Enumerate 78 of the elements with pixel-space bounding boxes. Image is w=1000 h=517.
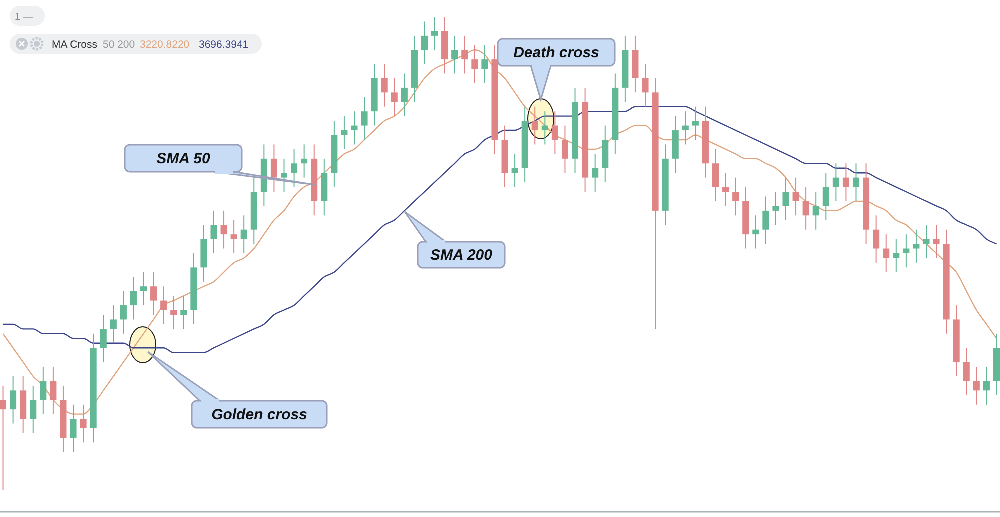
- candlestick: [291, 148, 298, 188]
- candlestick: [70, 404, 77, 453]
- candlestick: [341, 116, 348, 150]
- candlestick: [180, 296, 188, 330]
- candlestick: [532, 106, 538, 146]
- candlestick: [401, 73, 408, 117]
- candlestick: [160, 286, 168, 325]
- candlestick: [913, 229, 920, 264]
- candlestick: [130, 276, 137, 320]
- candlestick: [552, 111, 558, 155]
- candlestick: [110, 305, 117, 344]
- candlestick: [80, 404, 87, 444]
- candlestick: [40, 366, 47, 415]
- candlestick: [301, 144, 308, 178]
- candlestick: [220, 210, 228, 250]
- candlestick: [361, 96, 368, 140]
- candlestick: [120, 290, 127, 334]
- text: SMA 200: [430, 247, 494, 264]
- candlestick: [542, 111, 548, 146]
- annotation: MA Cross: [52, 39, 98, 51]
- candlestick: [381, 64, 388, 108]
- candlestick: [592, 154, 599, 193]
- candlestick: [270, 144, 278, 193]
- candlestick: [852, 163, 860, 202]
- text: SMA 50: [156, 150, 211, 168]
- candlestick: [883, 234, 890, 273]
- candlestick: [842, 163, 850, 202]
- candlestick: [280, 158, 288, 193]
- candlestick: [432, 16, 438, 51]
- candlestick: [562, 125, 568, 174]
- candlestick: [762, 196, 770, 245]
- candlestick: [802, 186, 810, 230]
- candlestick: [893, 238, 900, 273]
- candlestick: [682, 111, 689, 146]
- candlestick: [712, 148, 720, 202]
- candlestick: [230, 220, 238, 254]
- candlestick: [30, 385, 37, 434]
- candlestick: [240, 215, 248, 254]
- candlestick: [832, 163, 840, 202]
- candlestick: [140, 272, 148, 306]
- candlestick: [963, 348, 970, 396]
- annotation: Death cross: [514, 44, 600, 62]
- candlestick: [351, 111, 358, 146]
- candlestick: [732, 177, 740, 216]
- candlestick: [692, 106, 699, 140]
- candlestick: [0, 385, 7, 490]
- annotation: 3696.3941: [199, 39, 249, 51]
- candlestick: [903, 234, 910, 268]
- annotation: 50 200: [103, 39, 136, 51]
- candlestick: [150, 272, 158, 316]
- candlestick: [10, 376, 17, 424]
- candlestick: [873, 215, 880, 264]
- annotation: 3220.8220: [140, 39, 190, 51]
- candlestick: [933, 224, 940, 259]
- candlestick: [822, 172, 830, 221]
- candlestick: [792, 177, 800, 216]
- candlestick: [170, 296, 178, 330]
- candlestick: [391, 78, 398, 117]
- candlestick: [973, 366, 980, 406]
- candlestick: [472, 44, 478, 84]
- annotation: 1 —: [15, 12, 34, 23]
- candlestick: [210, 210, 218, 254]
- candlestick: [923, 224, 930, 259]
- candlestick: [421, 21, 428, 65]
- candlestick: [462, 35, 468, 74]
- candlestick: [452, 35, 458, 74]
- candlestick: [642, 64, 649, 108]
- candlestick: [812, 192, 820, 230]
- candlestick: [772, 192, 780, 226]
- candlestick: [782, 177, 790, 221]
- annotation: Golden cross: [212, 406, 308, 424]
- candlestick: [100, 314, 107, 363]
- candlestick: [482, 44, 488, 84]
- candlestick: [512, 154, 518, 188]
- candlestick: [722, 172, 730, 207]
- candlestick: [983, 366, 990, 406]
- candlestick: [752, 215, 760, 250]
- candlestick: [50, 366, 57, 415]
